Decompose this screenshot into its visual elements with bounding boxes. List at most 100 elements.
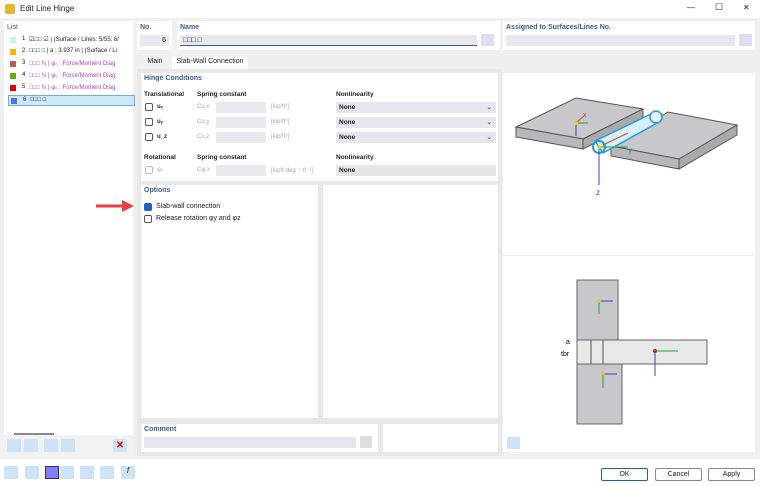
new-item-icon[interactable]	[7, 439, 21, 452]
slab-wall-label: Slab-wall connection	[156, 203, 221, 210]
copy-item-icon[interactable]	[24, 439, 38, 452]
options-panel: Options Slab-wall connection Release rot…	[141, 185, 318, 418]
name-label: Name	[180, 24, 200, 31]
list-item[interactable]: 2 □□□ □ | a : 3.937 in | (Surface / Li	[8, 47, 135, 58]
list-item-no: 5	[22, 84, 26, 90]
diagram-options-icon[interactable]	[507, 437, 520, 449]
list-item-text: □□□ ℕ | φ₀ : Force/Moment Diag	[29, 85, 116, 91]
apply-button[interactable]: Apply	[708, 468, 755, 481]
chevron-down-icon: ⌄	[486, 104, 492, 111]
assigned-label: Assigned to Surfaces/Lines No.	[506, 24, 612, 31]
no-panel: No. 6	[137, 21, 172, 50]
tab-main[interactable]: Main	[147, 58, 163, 65]
spring-input[interactable]	[216, 117, 266, 128]
close-button[interactable]: ✕	[743, 3, 750, 12]
assigned-panel: Assigned to Surfaces/Lines No.	[503, 21, 755, 50]
translation-label: uᵧ	[157, 119, 163, 125]
release-rotation-label: Release rotation φy and φz	[156, 215, 241, 222]
color-swatch	[10, 85, 16, 91]
table-icon[interactable]	[25, 466, 39, 479]
spring-label: Spring constant	[197, 91, 247, 98]
list-scrollbar[interactable]	[14, 433, 54, 435]
spring-input[interactable]	[216, 102, 266, 113]
comment-panel: Comment	[141, 424, 378, 452]
ok-button[interactable]: OK	[601, 468, 648, 481]
slab-wall-checkbox[interactable]	[144, 203, 152, 211]
bottom-bar: f OK Cancel Apply	[0, 459, 760, 486]
translation-label: u_z	[157, 134, 168, 140]
phi-x-unit: [kipft-deg⁻¹·ft⁻¹]	[271, 168, 314, 174]
maximize-button[interactable]: ☐	[715, 2, 724, 12]
list-item-text: □□□ □ | a : 3.937 in | (Surface / Li	[29, 48, 117, 54]
tab-slab-wall-connection[interactable]: Slab-Wall Connection	[172, 57, 248, 69]
section-diagram-panel: a tbr	[503, 256, 755, 452]
spring-input[interactable]	[216, 132, 266, 143]
search-icon[interactable]	[4, 466, 18, 479]
assigned-input[interactable]	[506, 35, 735, 46]
nonlinearity-label: Nonlinearity	[336, 91, 374, 98]
list-item-text: □□□ □	[30, 97, 47, 103]
options-title: Options	[144, 187, 171, 194]
translation-checkbox[interactable]	[145, 133, 153, 141]
phi-x-spring-input[interactable]	[216, 165, 266, 176]
comment-library-icon[interactable]	[360, 436, 372, 448]
list-item[interactable]: 1 ☑□□ ☑ | (Surface / Lines: 5/55; 6/	[8, 35, 135, 46]
release-rotation-checkbox[interactable]	[144, 215, 152, 223]
check-all-icon[interactable]	[44, 439, 58, 452]
color-swatch	[10, 73, 16, 79]
translation-checkbox[interactable]	[145, 103, 153, 111]
comment-right-panel	[383, 424, 498, 452]
delete-icon[interactable]: ✕	[113, 439, 127, 452]
chevron-down-icon: ⌄	[486, 134, 492, 141]
phi-x-nonlinearity: None	[336, 165, 496, 176]
nonlinearity-value: None	[339, 134, 356, 141]
chevron-down-icon: ⌄	[486, 119, 492, 126]
slab-wall-section-diagram: a tbr	[561, 279, 708, 425]
z-axis-label: z	[596, 188, 600, 197]
list-toolbar: ✕	[4, 435, 133, 456]
name-input[interactable]: □□□ □	[180, 35, 477, 46]
minimize-button[interactable]: —	[687, 3, 695, 12]
nonlinearity-value: None	[339, 104, 356, 111]
list-item-no: 1	[22, 36, 26, 42]
cancel-button[interactable]: Cancel	[655, 468, 702, 481]
pick-icon[interactable]	[739, 34, 752, 46]
list-item[interactable]: 3 □□□ ℕ | φ₀ : Force/Moment Diag	[8, 59, 135, 70]
model-icon[interactable]	[100, 466, 114, 479]
color-swatch	[11, 98, 17, 104]
list-item[interactable]: 5 □□□ ℕ | φ₀ : Force/Moment Diag	[8, 83, 135, 94]
toggle-check-icon[interactable]	[61, 439, 75, 452]
color-swatch	[10, 37, 16, 43]
nonlinearity-select[interactable]: None ⌄	[336, 102, 496, 113]
translation-checkbox[interactable]	[145, 118, 153, 126]
no-field[interactable]: 6	[140, 35, 169, 46]
display-icon[interactable]	[60, 466, 74, 479]
dim-a-label: a	[566, 339, 570, 346]
app-icon	[5, 4, 15, 14]
translation-label: uₓ	[157, 104, 163, 110]
spring-unit: [kip/ft²]	[271, 104, 290, 110]
edit-name-icon[interactable]	[481, 34, 494, 46]
comment-label: Comment	[144, 426, 177, 433]
spring-c-label: Cu,z	[197, 134, 210, 140]
list-item-no: 4	[22, 72, 26, 78]
list-item[interactable]: 6 □□□ □	[8, 95, 135, 106]
formula-icon[interactable]: f	[121, 466, 135, 479]
list-item[interactable]: 4 □□□ ℕ | φ₀ : Force/Moment Diag	[8, 71, 135, 82]
list-panel: List 1 ☑□□ ☑ | (Surface / Lines: 5/55; 6/…	[4, 21, 135, 456]
nonlinearity-value: None	[339, 119, 356, 126]
rot-spring-label: Spring constant	[197, 154, 247, 161]
phi-x-checkbox[interactable]	[145, 166, 153, 174]
rotational-label: Rotational	[144, 154, 176, 161]
view-icon[interactable]	[80, 466, 94, 479]
comment-input[interactable]	[144, 437, 356, 448]
y-axis-label: y	[628, 146, 632, 155]
nonlinearity-select[interactable]: None ⌄	[336, 132, 496, 143]
phi-x-label: φₓ	[157, 167, 163, 173]
color-swatch	[10, 61, 16, 67]
color-icon[interactable]	[45, 466, 59, 479]
nonlinearity-select[interactable]: None ⌄	[336, 117, 496, 128]
name-panel: Name □□□ □	[177, 21, 500, 50]
slab-wall-3d-diagram: z y x	[514, 97, 739, 197]
spring-c-label: Cu,x	[197, 104, 210, 110]
